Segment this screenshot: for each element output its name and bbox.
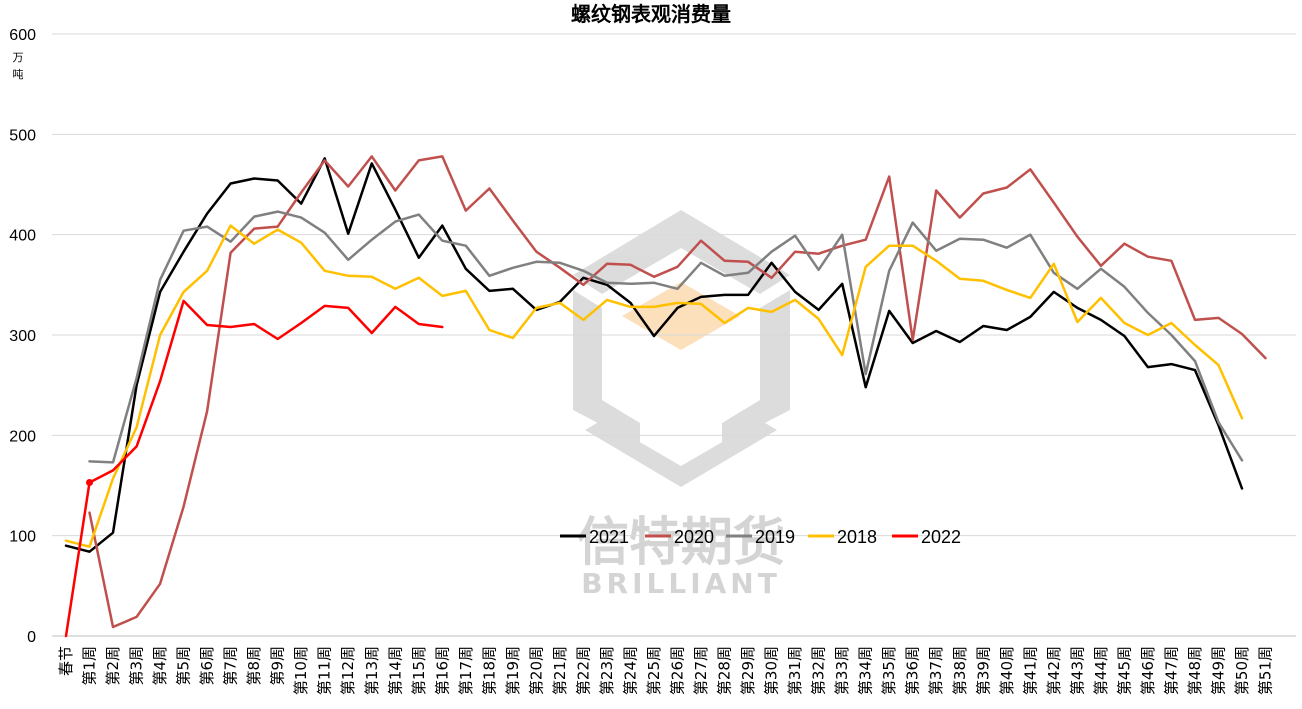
watermark-subtext: BRILLIANT <box>581 567 781 600</box>
legend-label-2021: 2021 <box>589 527 629 547</box>
watermark-text: 信特期货 <box>577 513 785 573</box>
x-tick-label: 第16周 <box>433 646 451 695</box>
y-tick-label: 100 <box>9 529 36 546</box>
series-lines <box>64 155 1267 638</box>
x-tick-label: 第15周 <box>410 646 428 695</box>
x-tick-label: 第49周 <box>1209 646 1227 695</box>
x-tick-label: 第44周 <box>1092 646 1110 695</box>
x-tick-label: 第13周 <box>363 646 381 695</box>
x-tick-label: 第6周 <box>198 646 216 686</box>
watermark-hexagon-top <box>573 210 790 294</box>
x-tick-label: 春节 <box>57 646 75 676</box>
x-tick-label: 第32周 <box>810 646 828 695</box>
x-tick-label: 第51周 <box>1257 646 1275 695</box>
x-tick-label: 第25周 <box>645 646 663 695</box>
x-tick-label: 第50周 <box>1233 646 1251 695</box>
series-line-2022 <box>64 299 444 638</box>
legend-label-2020: 2020 <box>674 527 714 547</box>
x-tick-label: 第24周 <box>621 646 639 695</box>
series-line-2020 <box>88 155 1267 629</box>
x-tick-label: 第19周 <box>504 646 522 695</box>
x-tick-label: 第8周 <box>245 646 263 686</box>
x-tick-label: 第18周 <box>480 646 498 695</box>
x-tick-label: 第30周 <box>763 646 781 695</box>
y-tick-label: 600 <box>9 27 36 44</box>
x-tick-label: 第2周 <box>104 646 122 686</box>
legend: 2021 2020 2019 2018 2022 <box>560 527 961 547</box>
x-tick-label: 第29周 <box>739 646 757 695</box>
y-tick-label: 500 <box>9 127 36 144</box>
x-tick-label: 第3周 <box>128 646 146 686</box>
x-tick-label: 第43周 <box>1068 646 1086 695</box>
legend-label-2019: 2019 <box>755 527 795 547</box>
x-tick-label: 第34周 <box>857 646 875 695</box>
series-line-2019 <box>88 210 1244 464</box>
y-tick-label: 300 <box>9 328 36 345</box>
x-tick-label: 第21周 <box>551 646 569 695</box>
x-tick-label: 第47周 <box>1162 646 1180 695</box>
y-axis-ticks: 0 100 200 300 400 500 600 <box>9 27 36 646</box>
series-line-2018 <box>64 224 1244 548</box>
x-tick-label: 第20周 <box>527 646 545 695</box>
x-tick-label: 第28周 <box>716 646 734 695</box>
chart-title: 螺纹钢表观消费量 <box>571 2 731 26</box>
x-tick-label: 第38周 <box>951 646 969 695</box>
watermark-hexagon-left <box>573 290 640 445</box>
watermark-logo: 信特期货 BRILLIANT <box>573 210 790 600</box>
series-markers <box>86 478 94 486</box>
x-tick-label: 第12周 <box>339 646 357 695</box>
x-tick-label: 第1周 <box>81 646 99 686</box>
x-tick-label: 第7周 <box>222 646 240 686</box>
x-tick-label: 第40周 <box>998 646 1016 695</box>
legend-label-2022: 2022 <box>921 527 961 547</box>
x-tick-label: 第11周 <box>316 646 334 695</box>
x-tick-label: 第45周 <box>1115 646 1133 695</box>
x-tick-label: 第14周 <box>386 646 404 695</box>
x-tick-label: 第48周 <box>1186 646 1204 695</box>
y-tick-label: 0 <box>27 629 36 646</box>
watermark-hexagon-bottom <box>585 420 777 487</box>
x-tick-label: 第46周 <box>1139 646 1157 695</box>
x-tick-label: 第17周 <box>457 646 475 695</box>
gridlines <box>52 33 1296 537</box>
x-tick-label: 第22周 <box>574 646 592 695</box>
x-axis-ticks: 春节 第1周 第2周 第3周 第4周 第5周 第6周 第7周 第8周 第9周 第10周 第11周 第12… <box>57 646 1275 695</box>
y-tick-label: 200 <box>9 428 36 445</box>
x-tick-label: 第5周 <box>175 646 193 686</box>
x-tick-label: 第41周 <box>1021 646 1039 695</box>
series-line-2021 <box>64 157 1244 553</box>
x-tick-label: 第9周 <box>269 646 287 686</box>
y-unit-label-1: 万 <box>13 51 24 64</box>
x-tick-label: 第42周 <box>1045 646 1063 695</box>
x-tick-label: 第31周 <box>786 646 804 695</box>
x-tick-label: 第10周 <box>292 646 310 695</box>
x-tick-label: 第36周 <box>904 646 922 695</box>
watermark-hexagon-right <box>722 290 790 445</box>
x-tick-label: 第4周 <box>151 646 169 686</box>
data-point-2022 <box>86 478 94 486</box>
x-tick-label: 第37周 <box>927 646 945 695</box>
y-unit-label-2: 吨 <box>13 68 24 81</box>
x-tick-label: 第33周 <box>833 646 851 695</box>
x-tick-label: 第26周 <box>669 646 687 695</box>
x-tick-label: 第35周 <box>880 646 898 695</box>
x-tick-label: 第23周 <box>598 646 616 695</box>
x-tick-label: 第27周 <box>692 646 710 695</box>
y-tick-label: 400 <box>9 228 36 245</box>
legend-label-2018: 2018 <box>837 527 877 547</box>
x-tick-label: 第39周 <box>974 646 992 695</box>
